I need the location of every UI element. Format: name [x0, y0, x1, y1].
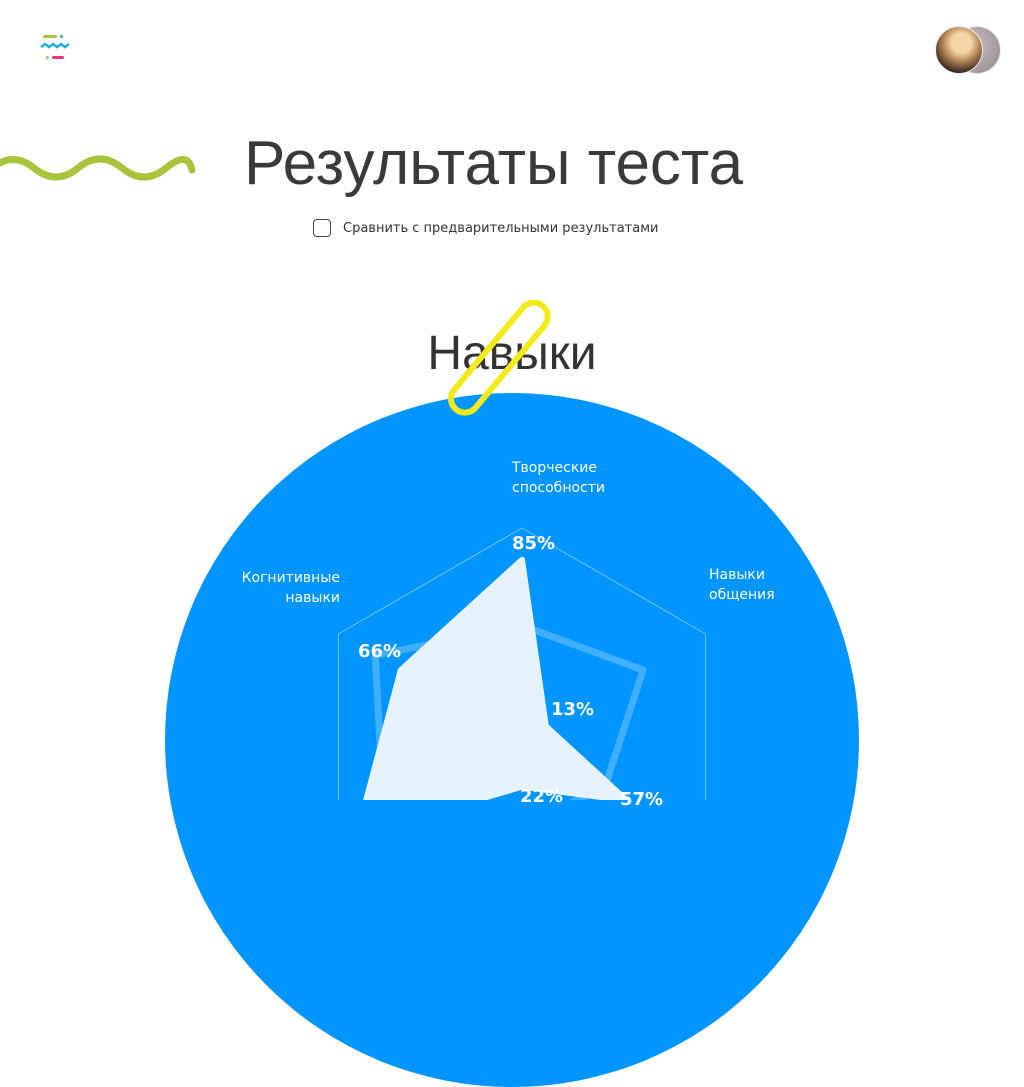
radar-series-current [357, 560, 627, 800]
data-label: 13% [551, 699, 594, 720]
data-label: 22% [520, 786, 563, 807]
data-label: 85% [512, 533, 555, 554]
data-label: 66% [358, 641, 401, 662]
radar-chart [0, 0, 1024, 800]
